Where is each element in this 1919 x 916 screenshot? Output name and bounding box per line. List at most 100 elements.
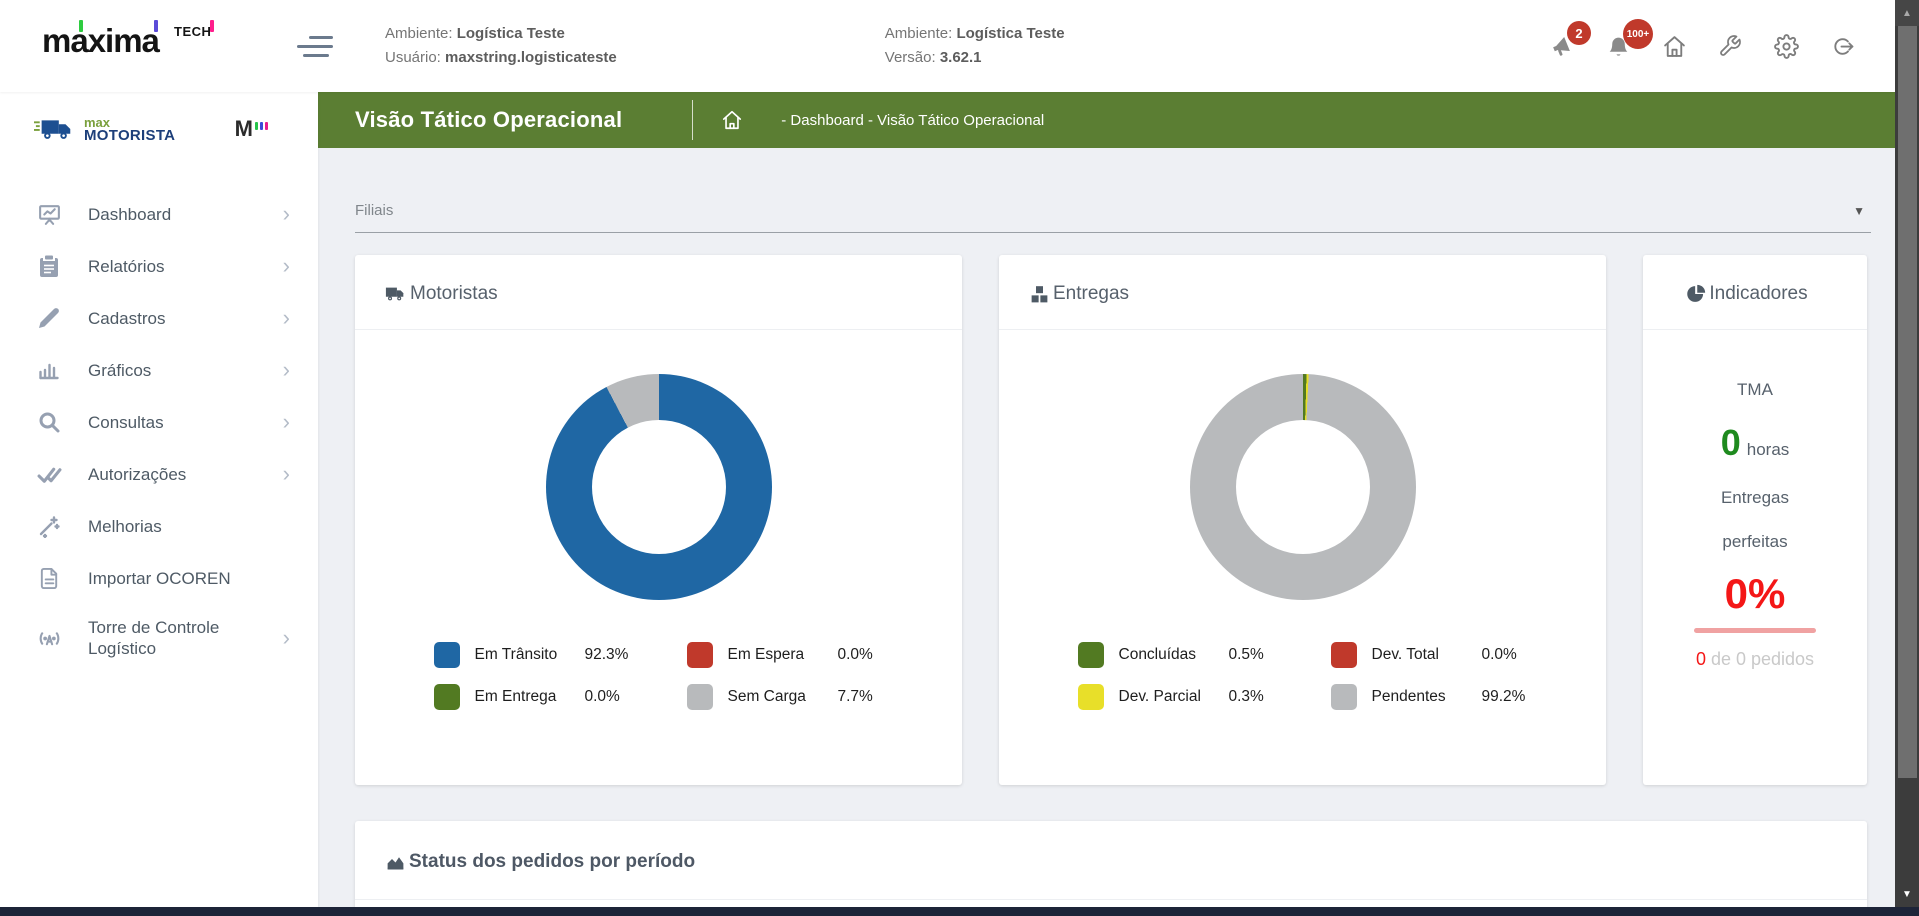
scrollbar-down-arrow[interactable]: ▼ — [1895, 881, 1919, 907]
tma-unit: horas — [1747, 440, 1790, 459]
legend-item: Dev. Parcial 0.3% — [1078, 684, 1275, 710]
ambiente2-value: Logística Teste — [956, 25, 1064, 42]
boxes-icon — [1029, 284, 1050, 305]
breadcrumb-home-icon[interactable] — [721, 109, 743, 131]
entregas-card-header: Entregas — [999, 255, 1606, 330]
sidebar-item-importar-ocoren[interactable]: Importar OCOREN — [0, 552, 318, 604]
menu-toggle-icon[interactable] — [297, 34, 333, 58]
indicadores-card-header: Indicadores — [1643, 255, 1867, 330]
notifications-button[interactable]: 100+ — [1605, 33, 1631, 59]
sidebar-item-dashboard[interactable]: Dashboard › — [0, 188, 318, 240]
legend-swatch — [434, 684, 460, 710]
scrollbar-thumb[interactable] — [1898, 26, 1917, 778]
brand-accent-pink — [210, 20, 214, 32]
brand-accent-blue — [154, 20, 158, 32]
status-pedidos-card-header: Status dos pedidos por período — [355, 821, 1867, 900]
page-title-bar: Visão Tático Operacional - Dashboard - V… — [318, 92, 1895, 148]
sidebar: max MOTORISTA M Dashboard › — [0, 92, 318, 907]
percent-underline — [1694, 628, 1816, 633]
sidebar-item-relatorios[interactable]: Relatórios › — [0, 240, 318, 292]
mini-logo-m: M — [235, 120, 253, 138]
maxima-mini-logo: M — [235, 120, 268, 138]
entregas-card: Entregas Concluídas 0.5% Dev. Total 0.0% — [999, 255, 1606, 785]
page-title: Visão Tático Operacional — [355, 107, 622, 133]
legend-item: Em Entrega 0.0% — [434, 684, 631, 710]
document-icon — [36, 565, 62, 591]
entregas-donut-chart — [1190, 374, 1416, 600]
legend-item: Concluídas 0.5% — [1078, 642, 1275, 668]
settings-button[interactable] — [1773, 33, 1799, 59]
dropdown-caret-icon: ▼ — [1853, 204, 1865, 218]
sidebar-item-melhorias[interactable]: Melhorias — [0, 500, 318, 552]
chevron-right-icon: › — [283, 257, 290, 275]
chevron-right-icon: › — [283, 205, 290, 223]
sidebar-item-autorizacoes[interactable]: Autorizações › — [0, 448, 318, 500]
home-button[interactable] — [1661, 33, 1687, 59]
top-header: maxima TECH Ambiente: Logística Teste Us… — [0, 0, 1895, 92]
chevron-right-icon: › — [283, 309, 290, 327]
legend-swatch — [687, 684, 713, 710]
double-check-icon — [36, 461, 62, 487]
scrollbar-up-arrow[interactable]: ▲ — [1895, 0, 1919, 26]
motoristas-card-title: Motoristas — [410, 283, 498, 305]
brand-suffix: TECH — [174, 24, 211, 39]
indicadores-card: Indicadores TMA 0horas Entregas perfeita… — [1643, 255, 1867, 785]
dashboard-icon — [36, 201, 62, 227]
bar-chart-icon — [36, 357, 62, 383]
search-icon — [36, 409, 62, 435]
brand-text: maxima — [42, 22, 159, 59]
main-content: Visão Tático Operacional - Dashboard - V… — [318, 92, 1895, 907]
maxima-tech-logo: maxima TECH — [42, 22, 257, 70]
environment-version-info: Ambiente: Logística Teste Versão: 3.62.1 — [885, 22, 1065, 70]
chevron-right-icon: › — [283, 465, 290, 483]
pie-chart-icon — [1686, 284, 1706, 304]
entregas-perfeitas-line1: Entregas — [1643, 488, 1867, 508]
logout-button[interactable] — [1829, 33, 1855, 59]
chevron-right-icon: › — [283, 413, 290, 431]
tma-label: TMA — [1643, 380, 1867, 400]
chevron-right-icon: › — [283, 361, 290, 379]
motoristas-card: Motoristas Em Trânsito 92.3% Em Espera 0… — [355, 255, 962, 785]
legend-item: Dev. Total 0.0% — [1331, 642, 1528, 668]
status-pedidos-card: Status dos pedidos por período — [355, 821, 1867, 907]
announcements-button[interactable]: 2 — [1549, 33, 1575, 59]
tools-button[interactable] — [1717, 33, 1743, 59]
legend-swatch — [1331, 642, 1357, 668]
indicadores-body: TMA 0horas Entregas perfeitas 0% 0 de 0 … — [1643, 330, 1867, 670]
filiais-label: Filiais — [355, 202, 393, 219]
vertical-scrollbar[interactable]: ▲ ▼ — [1895, 0, 1919, 907]
sidebar-item-graficos[interactable]: Gráficos › — [0, 344, 318, 396]
filiais-select[interactable]: Filiais ▼ — [355, 202, 1871, 233]
motorista-logo-text: MOTORISTA — [84, 127, 175, 144]
legend-item: Sem Carga 7.7% — [687, 684, 884, 710]
sidebar-item-cadastros[interactable]: Cadastros › — [0, 292, 318, 344]
notifications-badge: 100+ — [1623, 19, 1653, 49]
logout-icon — [1830, 34, 1855, 59]
motoristas-legend: Em Trânsito 92.3% Em Espera 0.0% Em Entr… — [355, 642, 962, 710]
usuario-label: Usuário: — [385, 49, 441, 66]
gear-icon — [1774, 34, 1799, 59]
legend-swatch — [1331, 684, 1357, 710]
legend-item: Pendentes 99.2% — [1331, 684, 1528, 710]
sidebar-item-torre-de-controle[interactable]: Torre de Controle Logístico › — [0, 604, 318, 672]
title-divider — [692, 100, 693, 140]
versao-value: 3.62.1 — [940, 49, 982, 66]
legend-swatch — [1078, 642, 1104, 668]
sidebar-item-consultas[interactable]: Consultas › — [0, 396, 318, 448]
ambiente-label: Ambiente: — [385, 25, 453, 42]
entregas-legend: Concluídas 0.5% Dev. Total 0.0% Dev. Par… — [999, 642, 1606, 710]
magic-wand-icon — [36, 513, 62, 539]
donut-hole — [592, 420, 726, 554]
tma-value: 0 — [1721, 422, 1741, 463]
environment-user-info: Ambiente: Logística Teste Usuário: maxst… — [385, 22, 617, 70]
breadcrumb: - Dashboard - Visão Tático Operacional — [781, 112, 1044, 129]
donut-hole — [1236, 420, 1370, 554]
pedidos-count: 0 de 0 pedidos — [1643, 649, 1867, 670]
chevron-right-icon: › — [283, 629, 290, 647]
home-icon — [1662, 34, 1687, 59]
legend-swatch — [1078, 684, 1104, 710]
max-motorista-logo: max MOTORISTA — [34, 114, 175, 144]
bottom-window-bar — [0, 907, 1919, 916]
motoristas-donut-chart — [546, 374, 772, 600]
versao-label: Versão: — [885, 49, 936, 66]
